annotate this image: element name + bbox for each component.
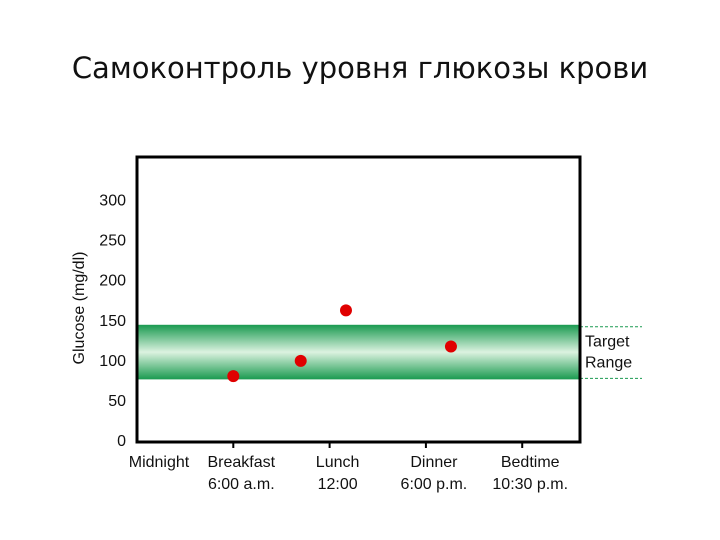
chart-title: Самоконтроль уровня глюкозы крови — [72, 51, 648, 85]
data-point — [294, 354, 307, 367]
y-tick-label: 300 — [99, 192, 126, 209]
x-tick-label: Breakfast — [208, 454, 276, 471]
target-band — [137, 324, 580, 380]
y-tick-label: 100 — [99, 353, 126, 370]
y-tick-label: 150 — [99, 313, 126, 330]
target-label: Range — [585, 354, 632, 371]
data-point — [227, 370, 240, 383]
y-tick-label: 0 — [117, 433, 126, 450]
y-axis-label: Glucose (mg/dl) — [71, 252, 88, 365]
plot-frame — [135, 155, 582, 444]
x-tick-label: 10:30 p.m. — [492, 476, 568, 493]
x-tick-label: 6:00 a.m. — [208, 476, 275, 493]
target-label: Target — [585, 333, 630, 350]
x-tick-label: Lunch — [316, 454, 360, 471]
x-tick-label: Dinner — [410, 454, 458, 471]
data-point — [444, 340, 457, 353]
x-tick-label: Midnight — [129, 454, 190, 471]
y-tick-label: 250 — [99, 233, 126, 250]
data-point — [339, 304, 352, 317]
x-tick-label: 6:00 p.m. — [401, 476, 468, 493]
x-tick-label: Bedtime — [501, 454, 560, 471]
y-tick-label: 200 — [99, 273, 126, 290]
y-tick-label: 50 — [108, 393, 126, 410]
x-tick-label: 12:00 — [318, 476, 358, 493]
